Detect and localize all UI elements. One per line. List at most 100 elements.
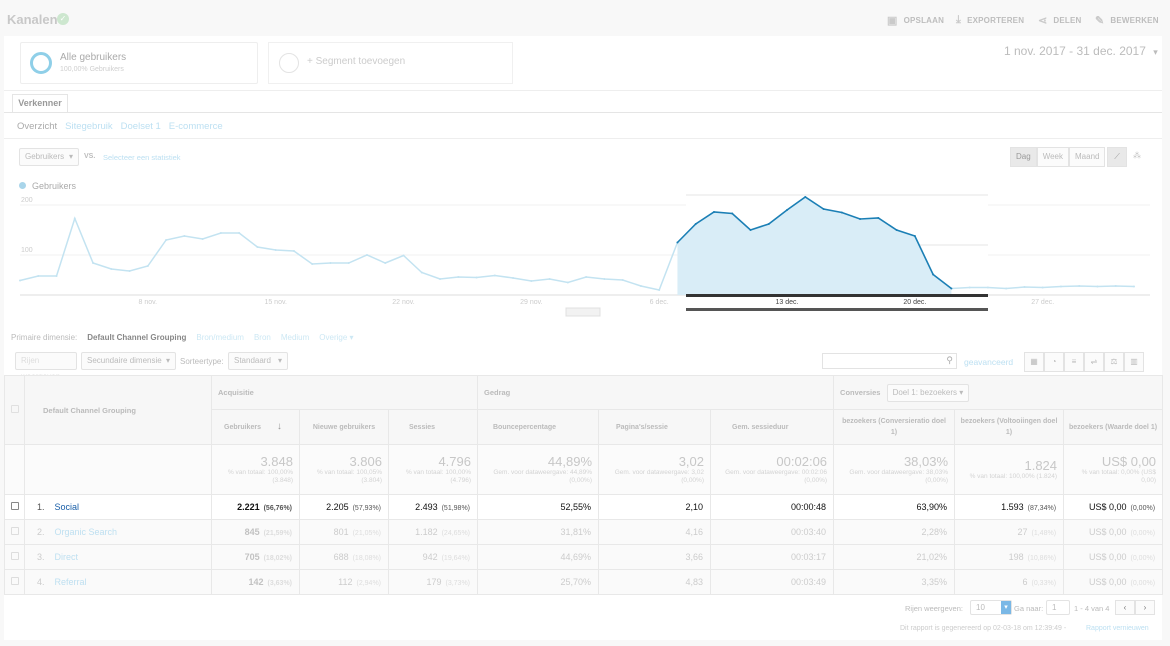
page-title: Kanalen [7, 12, 58, 27]
totals-row: 3.848% van totaal: 100,00% (3.848) 3.806%… [4, 444, 1164, 495]
data-point [968, 286, 971, 289]
col-pages-per-session[interactable]: Pagina's/sessie [598, 409, 711, 445]
table-row[interactable]: 4. Referral 142 (3,63%) 112 (2,94%) 179 (3,73%)… [4, 569, 1164, 595]
row-checkbox[interactable] [10, 527, 19, 535]
subtab-overview[interactable]: Overzicht [17, 121, 58, 132]
dimension-source-medium[interactable]: Bron/medium [196, 333, 244, 342]
metric-value: 2,10 [685, 502, 703, 512]
metric-percent: (0,00%) [1130, 580, 1156, 587]
row-checkbox-cell[interactable] [4, 544, 25, 570]
date-range: 1 nov. 2017 - 31 dec. 2017 [1004, 44, 1146, 58]
totals-value: 3,02 [678, 454, 704, 469]
row-checkbox[interactable] [10, 552, 19, 560]
row-checkbox-cell[interactable] [4, 519, 25, 545]
col-goal-conv-rate[interactable]: bezoekers (Conversieratio doel 1) [833, 409, 956, 445]
dimension-header[interactable]: Default Channel Grouping [24, 375, 212, 445]
row-checkbox[interactable] [10, 502, 19, 510]
metric-value: 142 [248, 577, 264, 587]
metric-cell: 3,66 [598, 544, 711, 570]
metric-percent: (24,65%) [441, 530, 470, 537]
legend-label: Gebruikers [32, 181, 77, 191]
next-page-icon[interactable]: › [1135, 600, 1155, 615]
metric-value: 179 [426, 577, 442, 587]
table-row[interactable]: 2. Organic Search 845 (21,59%) 801 (21,05%) 1.… [4, 519, 1164, 545]
comparison-view-icon[interactable]: ⇌ [1084, 352, 1104, 372]
metric-value: 00:03:49 [790, 577, 827, 587]
metric-value: 4,16 [685, 527, 703, 537]
segment-active[interactable] [20, 42, 258, 84]
performance-view-icon[interactable]: ≡ [1064, 352, 1084, 372]
data-point [457, 276, 460, 278]
share-button[interactable]: ⋖ DELEN [1038, 14, 1082, 27]
totals-sub: % van totaal: 100,00% (3.848) [227, 469, 293, 484]
data-point [384, 262, 387, 264]
select-all-checkbox[interactable] [11, 405, 19, 413]
table-view-icon[interactable]: ▦ [1024, 352, 1044, 372]
dimension-other[interactable]: Overige ▾ [319, 333, 354, 342]
metric-select[interactable]: Gebruikers ▾ [19, 148, 79, 166]
channel-link[interactable]: Social [54, 502, 80, 512]
sort-arrow-icon: ↓ [276, 421, 282, 432]
row-checkbox[interactable] [10, 577, 19, 585]
col-sessions[interactable]: Sessies [388, 409, 478, 445]
edit-button[interactable]: ✎ BEWERKEN [1095, 14, 1159, 27]
pie-view-icon[interactable]: ◔ [1044, 352, 1064, 372]
col-goal-completions[interactable]: bezoekers (Voltooiingen doel 1) [954, 409, 1065, 445]
motion-chart-icon[interactable]: ⁂ [1133, 151, 1141, 160]
data-point [165, 239, 168, 241]
dimension-source[interactable]: Bron [253, 333, 271, 342]
select-stat-link[interactable]: Selecteer een statistiek [103, 153, 181, 162]
tab-explorer[interactable]: Verkenner [12, 94, 68, 112]
period-month-button[interactable]: Maand [1069, 147, 1106, 167]
totals-cell: 3,02 Gem. voor dataweergave: 3,02 (0,00%) [598, 444, 711, 495]
advanced-filter-link[interactable]: geavanceerd [964, 357, 1014, 367]
col-bounce-rate[interactable]: Bouncepercentage [477, 409, 599, 445]
col-goal-value[interactable]: bezoekers (Waarde doel 1) [1063, 409, 1164, 445]
subtab-ecommerce[interactable]: E-commerce [168, 121, 223, 132]
data-point [621, 279, 624, 281]
table-row[interactable]: 3. Direct 705 (18,02%) 688 (18,08%) 942 (19,64%… [4, 544, 1164, 570]
sort-select[interactable]: Standaard ▾ [228, 352, 288, 370]
segment-add-box[interactable] [268, 42, 513, 84]
table-row[interactable]: 1. Social 2.221 (56,76%) 2.205 (57,93%) 2.493(… [4, 494, 1164, 520]
channel-link[interactable]: Organic Search [54, 527, 118, 537]
metric-cell: 31,81% [477, 519, 599, 545]
add-segment-link[interactable]: + Segment toevoegen [307, 56, 406, 67]
channel-link[interactable]: Referral [54, 577, 87, 587]
data-point [786, 209, 789, 211]
highlight-axis-bar [686, 294, 988, 297]
metric-cell: 21,02% [833, 544, 956, 570]
table-search-input[interactable]: ⚲ [822, 353, 957, 369]
subtab-goal-set[interactable]: Doelset 1 [120, 121, 161, 132]
col-avg-session-duration[interactable]: Gem. sessieduur [709, 409, 835, 445]
prev-page-icon[interactable]: ‹ [1115, 600, 1135, 615]
period-week-button[interactable]: Week [1036, 147, 1069, 167]
metric-cell: 2.221 (56,76%) [211, 494, 300, 520]
save-button[interactable]: ▣ OPSLAAN [887, 14, 944, 27]
totals-sub: Gem. voor dataweergave: 44,89% (0,00%) [493, 469, 592, 484]
refresh-report-link[interactable]: Rapport vernieuwen [1086, 625, 1149, 632]
chevron-down-icon: ▾ [165, 356, 170, 365]
goal-select[interactable]: Doel 1: bezoekers ▾ [886, 383, 970, 402]
plot-rows-button[interactable]: Rijen weergeven [15, 352, 77, 381]
dimension-medium[interactable]: Medium [280, 333, 310, 342]
secondary-dimension-select[interactable]: Secundaire dimensie ▾ [81, 352, 176, 370]
date-range-picker[interactable]: 1 nov. 2017 - 31 dec. 2017 ▾ [1004, 44, 1158, 58]
rows-select[interactable]: 10 ▾ [970, 600, 1012, 615]
line-chart-icon[interactable]: ⟋ [1107, 147, 1127, 167]
x-tick-label: 15 nov. [264, 299, 287, 306]
goto-input[interactable]: 1 [1046, 600, 1070, 615]
dimension-bar: Primaire dimensie: Default Channel Group… [11, 333, 354, 342]
pivot-view-icon[interactable]: ▥ [1124, 352, 1144, 372]
term-cloud-icon[interactable]: ⚖ [1104, 352, 1124, 372]
channel-link[interactable]: Direct [54, 552, 79, 562]
row-checkbox-cell[interactable] [4, 494, 25, 520]
period-day-button[interactable]: Dag [1010, 147, 1037, 167]
line-chart[interactable] [0, 0, 1170, 320]
row-checkbox-cell[interactable] [4, 569, 25, 595]
select-all-cell[interactable] [4, 375, 25, 445]
col-new-users[interactable]: Nieuwe gebruikers [299, 409, 389, 445]
col-users[interactable]: Gebruikers ↓ [211, 409, 300, 445]
export-button[interactable]: ⤓ EXPORTEREN [956, 14, 1024, 27]
subtab-site-usage[interactable]: Sitegebruik [65, 121, 113, 132]
